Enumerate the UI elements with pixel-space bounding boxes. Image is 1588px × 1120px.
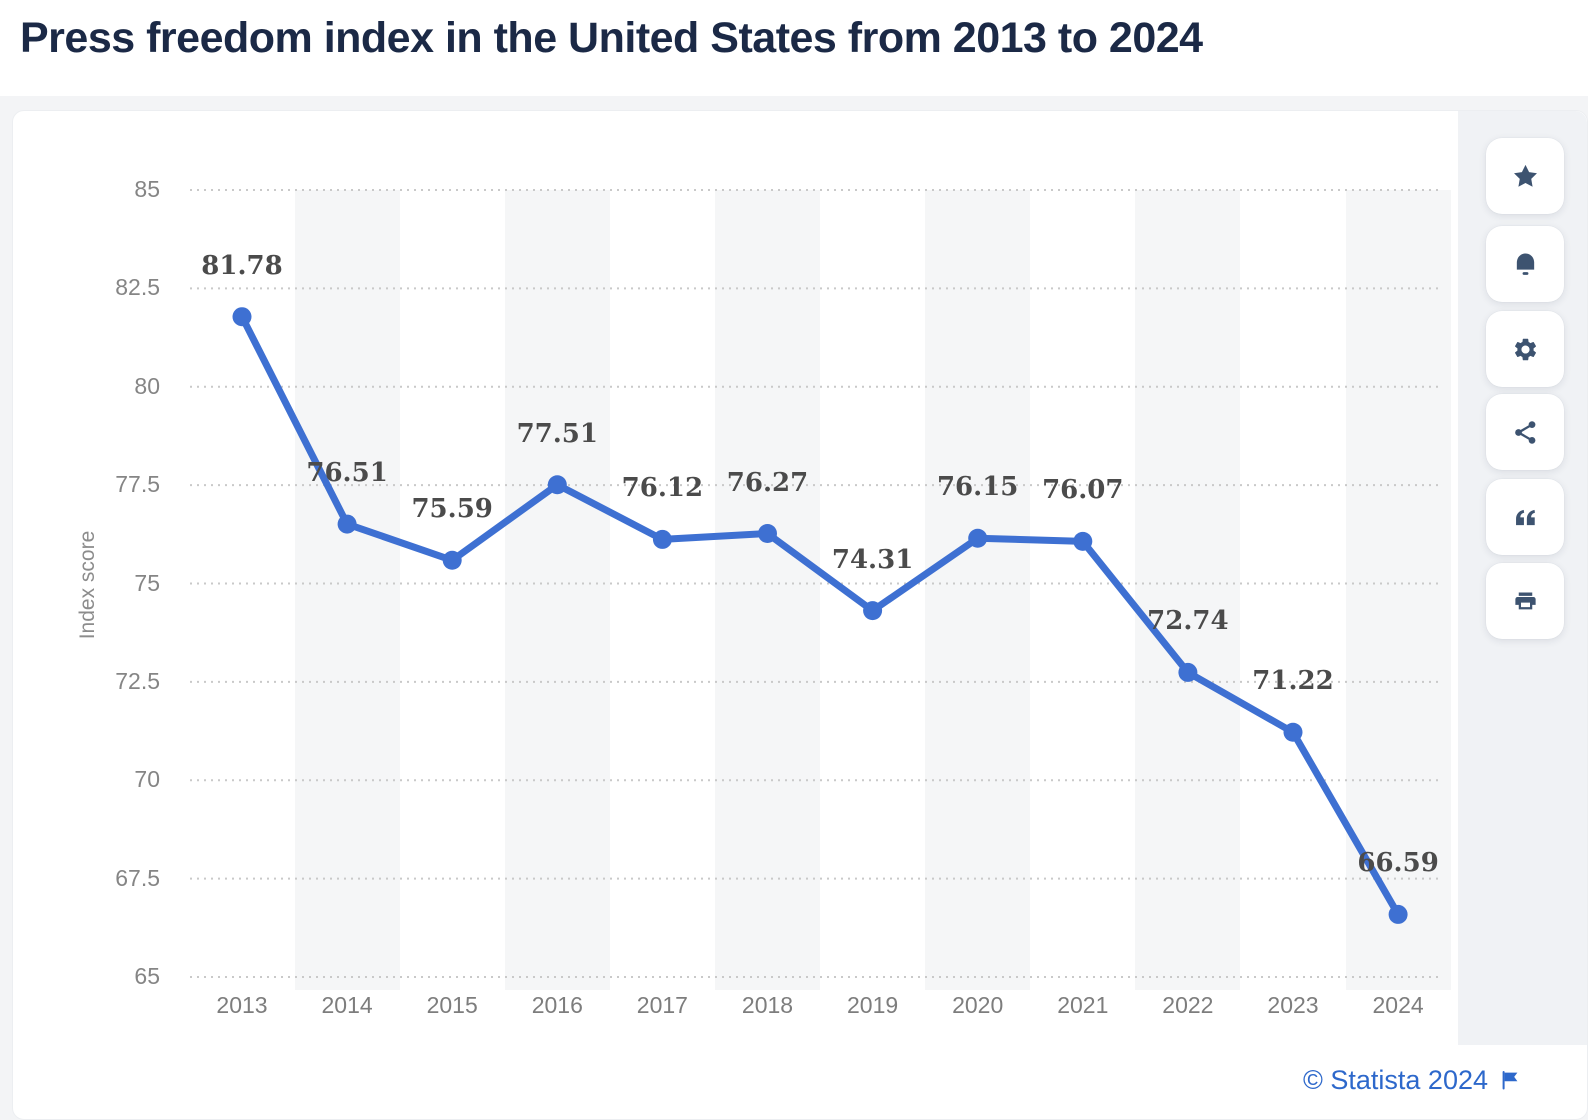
- value-label: 76.51: [306, 458, 388, 489]
- x-tick-label: 2019: [847, 992, 899, 1018]
- y-tick-label: 77.5: [115, 471, 160, 498]
- x-tick-label: 2023: [1267, 992, 1319, 1018]
- year-stripe: [504, 190, 610, 990]
- y-tick-label: 75: [134, 569, 160, 596]
- printer-icon: [1514, 592, 1536, 609]
- x-tick-label: 2022: [1162, 992, 1214, 1018]
- value-label: 81.78: [201, 250, 283, 281]
- y-tick-label: 67.5: [115, 864, 160, 891]
- chart-footer: © Statista 2024: [1303, 1060, 1522, 1100]
- x-tick-label: 2017: [636, 992, 688, 1018]
- quote-icon: [1515, 509, 1535, 525]
- page-header: Press freedom index in the United States…: [0, 0, 1588, 96]
- y-tick-label: 85: [134, 176, 160, 202]
- cite-button[interactable]: [1486, 479, 1564, 555]
- x-tick-label: 2018: [741, 992, 794, 1018]
- x-tick-label: 2020: [952, 992, 1004, 1018]
- star-icon: [1513, 164, 1537, 187]
- page-title: Press freedom index in the United States…: [20, 14, 1203, 62]
- settings-button[interactable]: [1486, 311, 1564, 387]
- value-label: 74.31: [831, 544, 914, 575]
- x-tick-label: 2016: [531, 992, 583, 1018]
- x-tick-label: 2021: [1057, 992, 1109, 1018]
- value-label: 76.27: [726, 467, 809, 498]
- value-label: 77.51: [516, 418, 598, 449]
- y-tick-label: 65: [134, 963, 160, 989]
- statista-copyright-link[interactable]: © Statista 2024: [1302, 1064, 1488, 1095]
- year-stripe: [714, 190, 821, 990]
- print-button[interactable]: [1486, 563, 1564, 639]
- year-stripe: [925, 190, 1031, 990]
- bell-icon: [1516, 252, 1534, 275]
- y-tick-label: 72.5: [115, 667, 160, 694]
- year-stripe: [1135, 190, 1241, 990]
- value-label: 72.74: [1147, 606, 1229, 637]
- share-icon: [1514, 420, 1535, 444]
- x-tick-label: 2014: [321, 992, 373, 1018]
- value-label: 75.59: [411, 494, 493, 525]
- value-label: 76.07: [1042, 475, 1124, 506]
- y-tick-label: 80: [134, 372, 160, 399]
- value-label: 66.59: [1357, 848, 1439, 879]
- flag-icon[interactable]: [1498, 1068, 1522, 1092]
- x-tick-label: 2024: [1372, 992, 1424, 1018]
- x-tick-label: 2015: [426, 992, 478, 1018]
- value-label: 76.15: [936, 472, 1019, 503]
- y-tick-label: 70: [134, 766, 160, 793]
- x-tick-label: 2013: [216, 992, 268, 1018]
- share-button[interactable]: [1486, 394, 1564, 470]
- year-stripe: [294, 190, 400, 990]
- value-label: 71.22: [1252, 666, 1334, 697]
- gear-icon: [1514, 338, 1536, 360]
- value-label: 76.12: [621, 473, 704, 504]
- notifications-button[interactable]: [1486, 226, 1564, 302]
- favorite-button[interactable]: [1486, 138, 1564, 214]
- y-tick-label: 82.5: [115, 274, 160, 301]
- y-axis-title: Index score: [76, 530, 99, 640]
